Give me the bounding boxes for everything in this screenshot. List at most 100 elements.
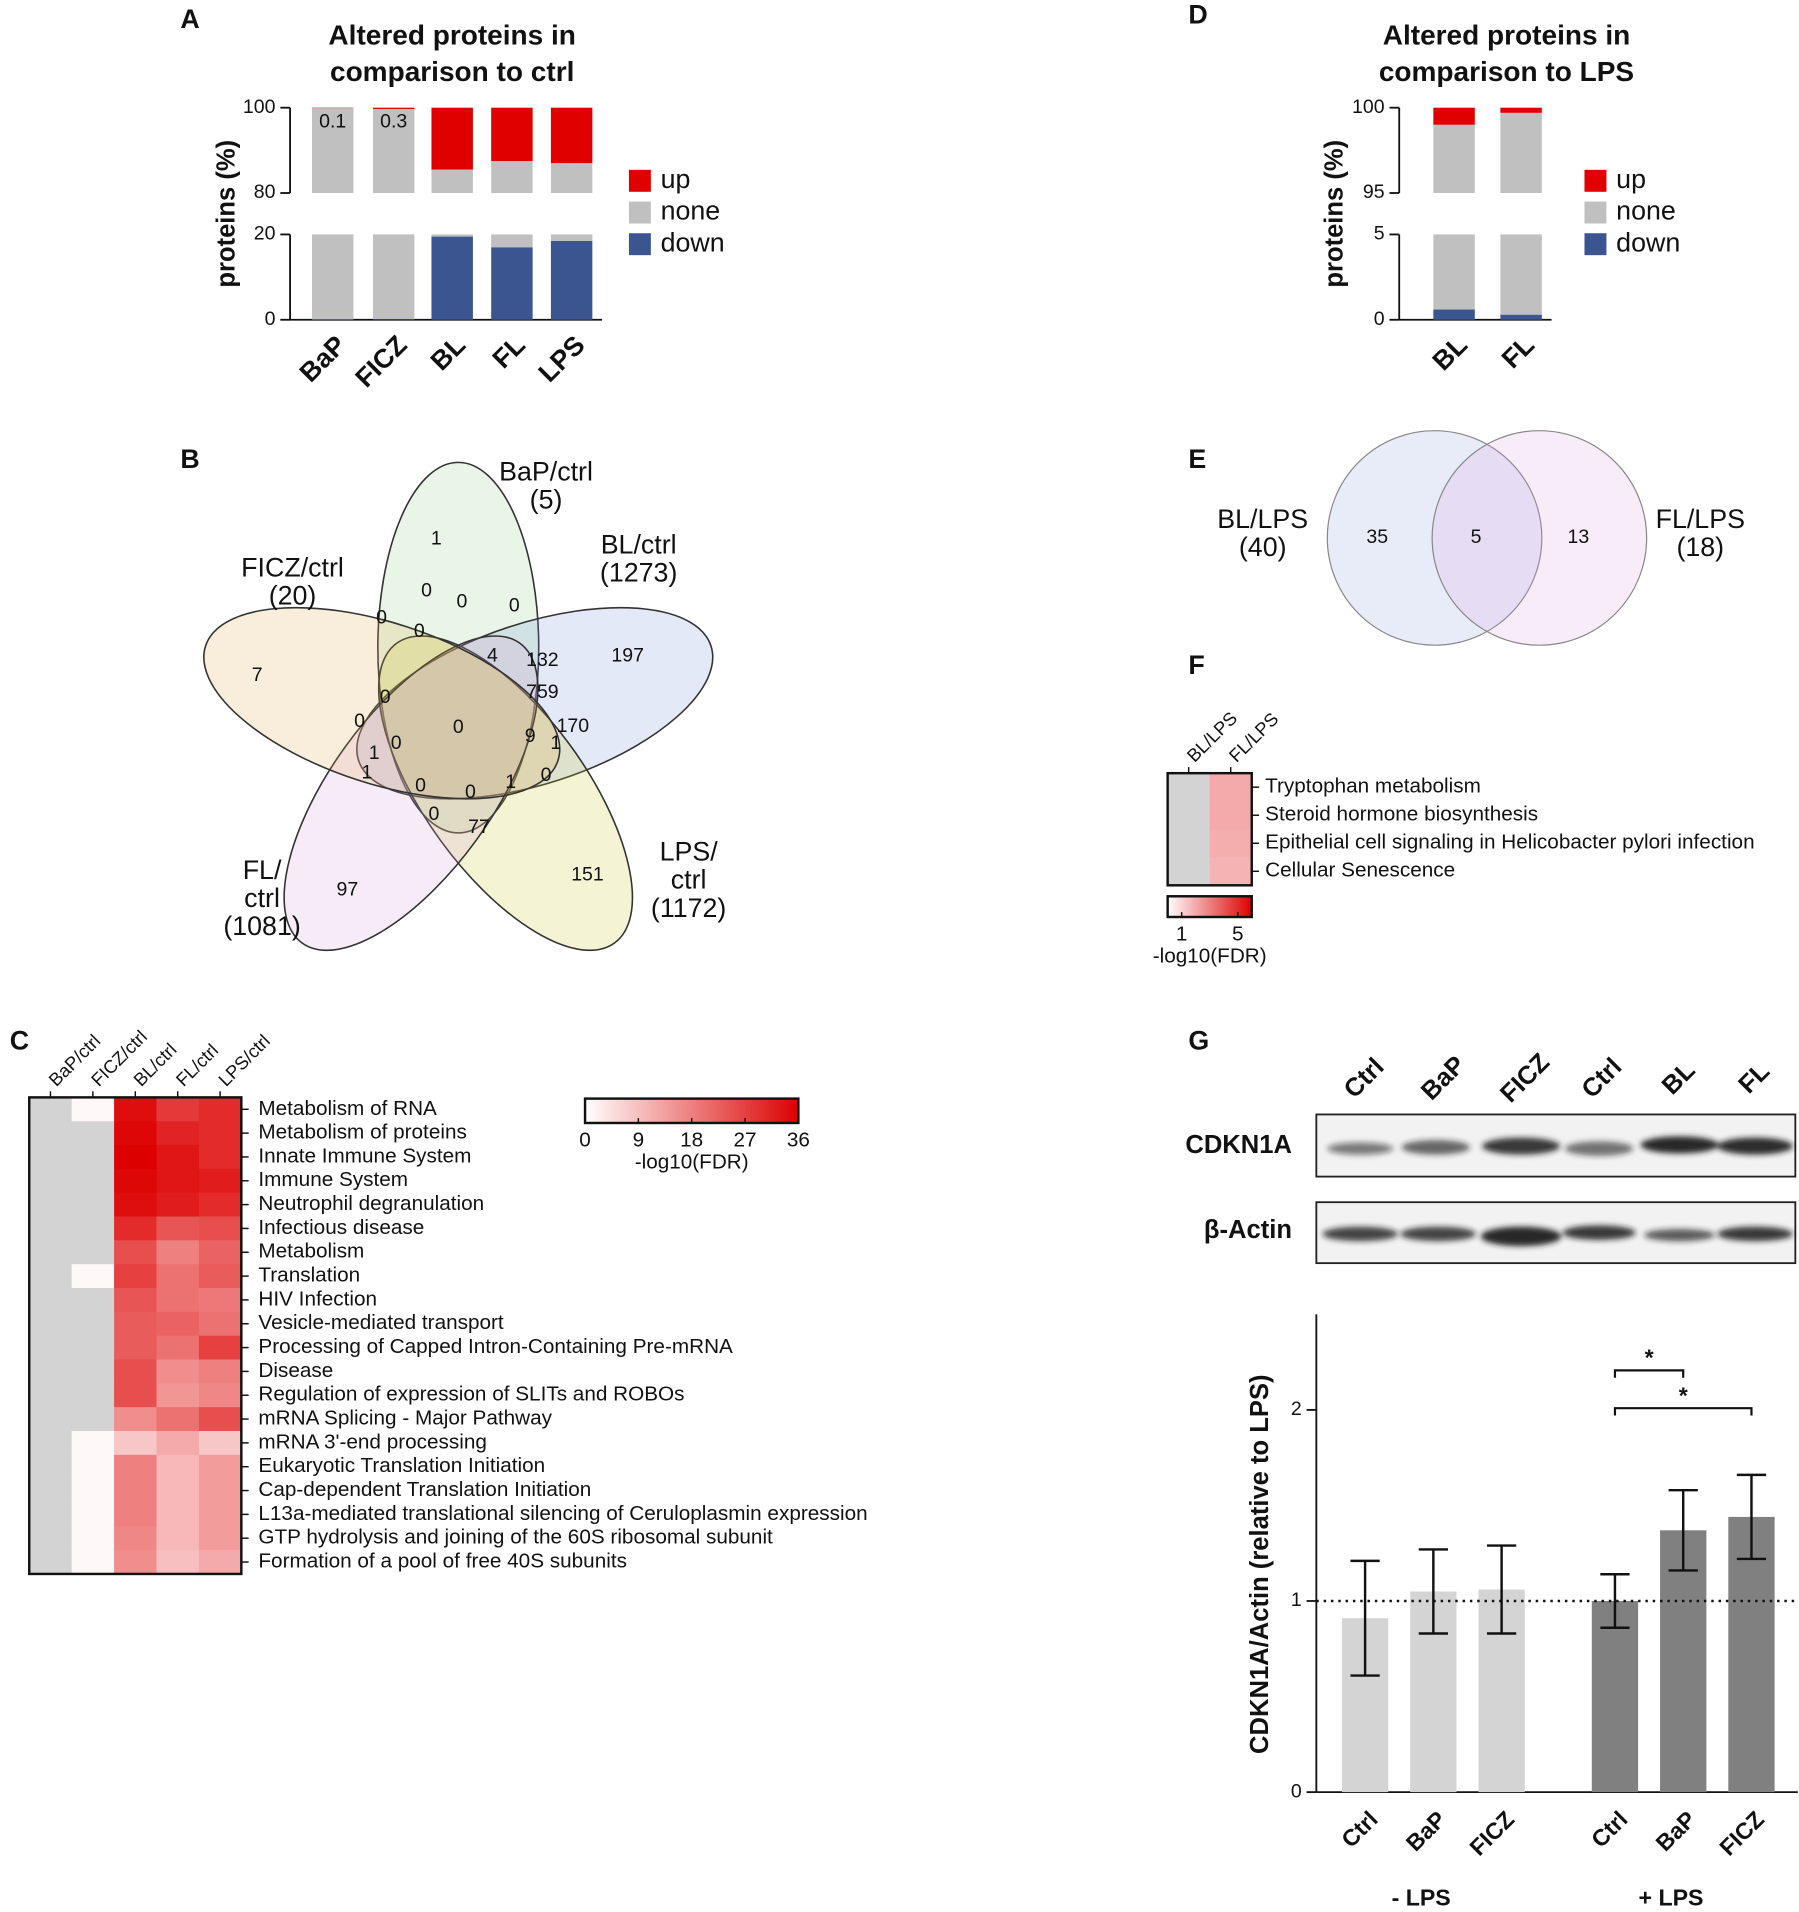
x-tick-label: BaP	[294, 330, 352, 388]
heatmap-cell	[71, 1121, 115, 1146]
bar-segment	[431, 107, 473, 170]
heatmap-cell	[198, 1407, 242, 1432]
heatmap-cell	[71, 1240, 115, 1265]
x-tick-label: FL	[1496, 330, 1540, 374]
band	[1322, 1226, 1399, 1242]
heatmap-cell	[29, 1430, 73, 1456]
row-label: Processing of Capped Intron-Containing P…	[258, 1335, 733, 1358]
heatmap-cell	[114, 1145, 157, 1170]
heatmap-cell	[1167, 829, 1211, 858]
heatmap-cell	[198, 1502, 242, 1527]
venn-set-label: (20)	[269, 581, 317, 611]
heatmap-cell	[198, 1526, 242, 1551]
heatmap-cell	[156, 1526, 200, 1551]
heatmap-cell	[29, 1311, 73, 1337]
bands	[1322, 1136, 1793, 1247]
group-label: - LPS	[1392, 1884, 1451, 1910]
heatmap-cell	[29, 1288, 73, 1313]
heatmap-cell	[1167, 801, 1211, 830]
venn-set	[203, 606, 561, 800]
bar	[1591, 1601, 1639, 1793]
bar-segment	[431, 234, 473, 237]
heatmap-cell	[156, 1216, 200, 1241]
venn-region-count: 759	[526, 681, 559, 703]
heatmap-cell	[114, 1383, 157, 1408]
lane-label: BaP	[1416, 1051, 1471, 1106]
blot	[1315, 1113, 1797, 1265]
chart-title: comparison to LPS	[1379, 56, 1634, 87]
significance-label: *	[1679, 1382, 1688, 1408]
bar-segment	[1433, 234, 1475, 310]
row-label: mRNA 3'-end processing	[258, 1430, 487, 1453]
venn-set-label: (1081)	[223, 911, 300, 941]
x-tick-label: BL	[1427, 330, 1473, 376]
venn-region-count: 4	[487, 644, 498, 666]
venn-region-count: 0	[376, 607, 387, 629]
venn-region-count: 0	[465, 781, 476, 803]
y-tick-label: 100	[243, 96, 276, 118]
heatmap-cell	[71, 1478, 115, 1503]
row-label: Infectious disease	[258, 1216, 424, 1239]
venn-region-count: 0	[354, 710, 365, 732]
venn-region-count: 77	[468, 816, 490, 838]
row-label: Immune System	[258, 1168, 408, 1191]
band	[1562, 1225, 1636, 1240]
heatmap-cell	[198, 1240, 242, 1265]
bar	[1660, 1530, 1707, 1793]
venn-region-count: 0	[428, 803, 439, 825]
venn-set-label: ctrl	[244, 883, 280, 913]
y-tick-label: 0	[265, 308, 276, 330]
heatmap-cell	[29, 1407, 73, 1432]
band	[1564, 1141, 1634, 1156]
row-label: Cellular Senescence	[1265, 859, 1455, 882]
legend-swatch	[1584, 201, 1607, 224]
y-axis-label: proteins (%)	[213, 140, 241, 288]
colorbar-tick-label: 5	[1232, 923, 1244, 946]
row-label: Regulation of expression of SLITs and RO…	[258, 1383, 684, 1406]
venn-region-count: 1	[505, 771, 516, 793]
heatmap-cell	[71, 1359, 115, 1384]
legend-label: none	[1616, 196, 1676, 226]
bar-segment	[312, 234, 354, 320]
column-label: FL/ctrl	[172, 1039, 223, 1090]
heatmap-cell	[29, 1097, 73, 1122]
bar-segment	[372, 318, 415, 320]
venn-set	[1431, 430, 1648, 646]
heatmap-cell	[114, 1192, 157, 1218]
colorbar-tick-label: 9	[633, 1129, 645, 1152]
heatmap-cell	[29, 1454, 73, 1480]
bar-segment	[372, 107, 415, 109]
row-label: L13a-mediated translational silencing of…	[258, 1502, 867, 1525]
heatmap-cell	[114, 1240, 157, 1265]
heatmap-cell	[198, 1216, 242, 1241]
heatmap-cell	[156, 1240, 200, 1265]
venn-region-count: 9	[525, 725, 536, 747]
row-label: Eukaryotic Translation Initiation	[258, 1454, 545, 1477]
y-tick-label: 20	[254, 223, 276, 245]
heatmap-cell	[29, 1526, 73, 1551]
chart-title: comparison to ctrl	[330, 56, 574, 87]
colorbar-label: -log10(FDR)	[635, 1151, 749, 1174]
row-label: HIV Infection	[258, 1287, 377, 1310]
heatmap-cell	[71, 1097, 115, 1122]
venn-region-count: 151	[571, 864, 604, 886]
venn-region-count: 170	[557, 715, 590, 737]
panel-label: A	[180, 4, 199, 34]
bar-segment	[431, 236, 473, 320]
data-label: 0.3	[380, 110, 407, 132]
colorbar-tick-label: 36	[787, 1129, 810, 1152]
group-label: + LPS	[1639, 1884, 1704, 1910]
heatmap-cell	[114, 1478, 157, 1503]
chart-title: Altered proteins in	[328, 19, 576, 50]
heatmap-cell	[71, 1192, 115, 1218]
bar	[1728, 1516, 1775, 1793]
bar-segment	[1433, 309, 1475, 320]
heatmap-cell	[114, 1288, 157, 1313]
heatmap-cell	[1167, 773, 1211, 802]
heatmap-cell	[156, 1264, 200, 1289]
venn-region-count: 0	[414, 620, 425, 642]
panel-label: E	[1188, 444, 1206, 474]
legend-label: down	[1616, 227, 1680, 257]
legend-label: down	[661, 227, 725, 257]
venn-set-label: BL/ctrl	[601, 530, 677, 560]
